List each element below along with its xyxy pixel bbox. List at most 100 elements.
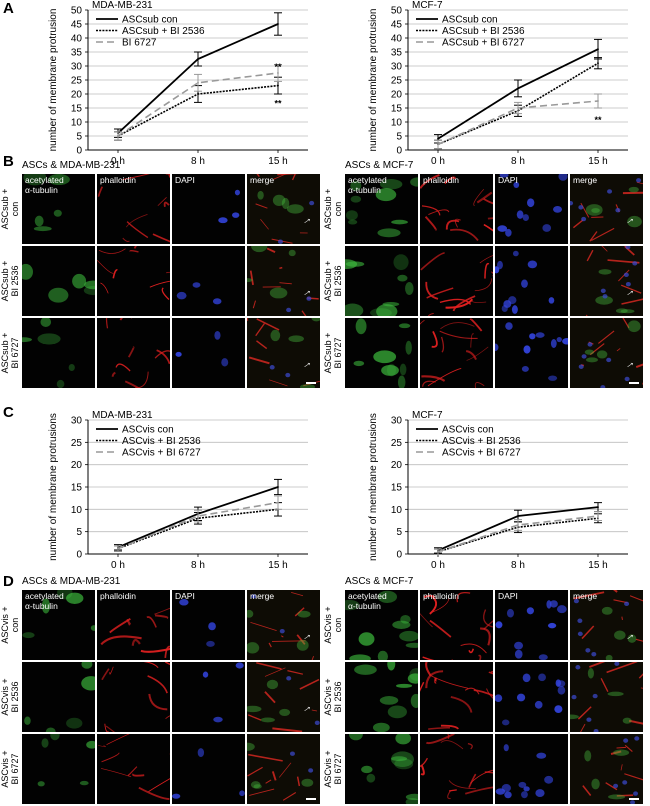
micrograph-image [97, 246, 170, 300]
chart-a-mcf7: 0 5 10 15 20 25 30 35 40 45 50 0 h 8 h 15 h MCF-7 numbe… [368, 0, 628, 167]
x-tick-label: 0 h [111, 560, 125, 571]
micrograph-tile [495, 662, 568, 732]
cell-signal [81, 662, 93, 669]
nucleus [556, 336, 562, 343]
actin-fiber [486, 688, 493, 699]
nucleus [218, 217, 228, 224]
actin-fiber [154, 607, 170, 615]
y-axis-label: number of membrane protrusions [368, 413, 379, 561]
nucleus [308, 768, 314, 773]
actin-fiber [279, 266, 283, 269]
cell-signal [257, 190, 264, 200]
row-label: ASCsub + BI 6727 [0, 318, 20, 388]
y-tick-label: 15 [71, 104, 83, 115]
cell-signal [587, 668, 594, 679]
cell-signal [394, 758, 414, 770]
micrograph-image [495, 673, 566, 726]
scale-bar [629, 382, 639, 384]
cell-signal [22, 263, 33, 280]
cell-signal [350, 195, 362, 203]
cell-signal [353, 360, 365, 367]
chart-c-mda: 0 5 10 15 20 25 30 0 h 8 h 15 h MDA-MB-231 number o… [48, 410, 308, 571]
actin-fiber [100, 635, 142, 646]
cell-signal [373, 350, 397, 364]
cell-signal [34, 215, 44, 227]
image-block-title: ASCs & MCF-7 [345, 576, 414, 587]
x-tick-label: 0 h [431, 560, 445, 571]
nucleus [549, 600, 558, 608]
actin-fiber [131, 638, 141, 646]
nucleus [577, 631, 583, 637]
actin-fiber [126, 214, 148, 228]
nucleus [309, 200, 315, 206]
actin-fiber [447, 790, 452, 800]
nucleus [624, 601, 630, 607]
y-tick-label: 25 [391, 76, 403, 87]
data-point [517, 107, 519, 109]
micrograph-tile [420, 734, 493, 804]
micrograph-image [570, 174, 643, 244]
cell-signal [253, 784, 262, 789]
nucleus [558, 174, 568, 181]
actin-fiber [266, 247, 276, 253]
micrograph-image [570, 318, 643, 388]
actin-fiber [426, 287, 454, 299]
actin-fiber [445, 219, 460, 230]
actin-fiber [98, 248, 126, 254]
nucleus [516, 693, 526, 702]
actin-fiber [425, 734, 455, 745]
nucleus [179, 599, 189, 606]
cell-signal [250, 781, 261, 789]
nucleus [527, 198, 535, 208]
nucleus [615, 208, 621, 213]
cell-signal [279, 708, 291, 716]
actin-fiber [425, 662, 432, 676]
actin-fiber [152, 233, 170, 243]
actin-fiber [256, 318, 280, 331]
cell-signal [405, 282, 414, 296]
actin-fiber [460, 643, 487, 654]
cell-signal [53, 209, 62, 217]
data-point [277, 72, 279, 74]
row-label: ASCvis + BI 6727 [323, 734, 343, 804]
actin-fiber [279, 282, 292, 285]
micrograph-image [345, 254, 414, 316]
cell-signal [266, 679, 279, 690]
row-label: ASCvis + con [323, 590, 343, 660]
nucleus [634, 736, 640, 741]
actin-fiber [428, 674, 469, 689]
micrograph-image [247, 590, 320, 660]
nucleus [547, 622, 557, 629]
x-tick-label: 8 h [191, 156, 205, 167]
nucleus [523, 786, 530, 792]
nucleus [614, 662, 620, 666]
actin-fiber [256, 174, 260, 178]
micrograph-tile [420, 246, 493, 316]
actin-fiber [622, 318, 630, 329]
actin-fiber [271, 771, 277, 781]
nucleus [499, 174, 509, 178]
actin-fiber [589, 662, 606, 668]
actin-fiber [268, 642, 272, 648]
cell-signal [607, 691, 624, 697]
cell-signal [379, 696, 399, 705]
channel-label: merge [250, 591, 275, 601]
cell-signal [614, 630, 626, 640]
chart-title: MCF-7 [412, 0, 443, 11]
nucleus [554, 705, 563, 714]
actin-fiber [127, 766, 138, 777]
micrograph-tile [22, 246, 95, 316]
legend-label: ASCsub con [122, 15, 178, 26]
micrograph-image [22, 318, 75, 388]
micrograph-tile [495, 734, 568, 804]
cell-signal [272, 194, 286, 207]
merge-tint [570, 734, 643, 804]
cell-signal [620, 309, 635, 314]
actin-fiber [589, 343, 605, 356]
cell-signal [377, 228, 401, 238]
cell-signal [48, 287, 69, 303]
actin-fiber [250, 621, 277, 632]
cell-signal [41, 738, 49, 748]
channel-label: DAPI [175, 591, 195, 601]
nucleus [527, 260, 538, 269]
